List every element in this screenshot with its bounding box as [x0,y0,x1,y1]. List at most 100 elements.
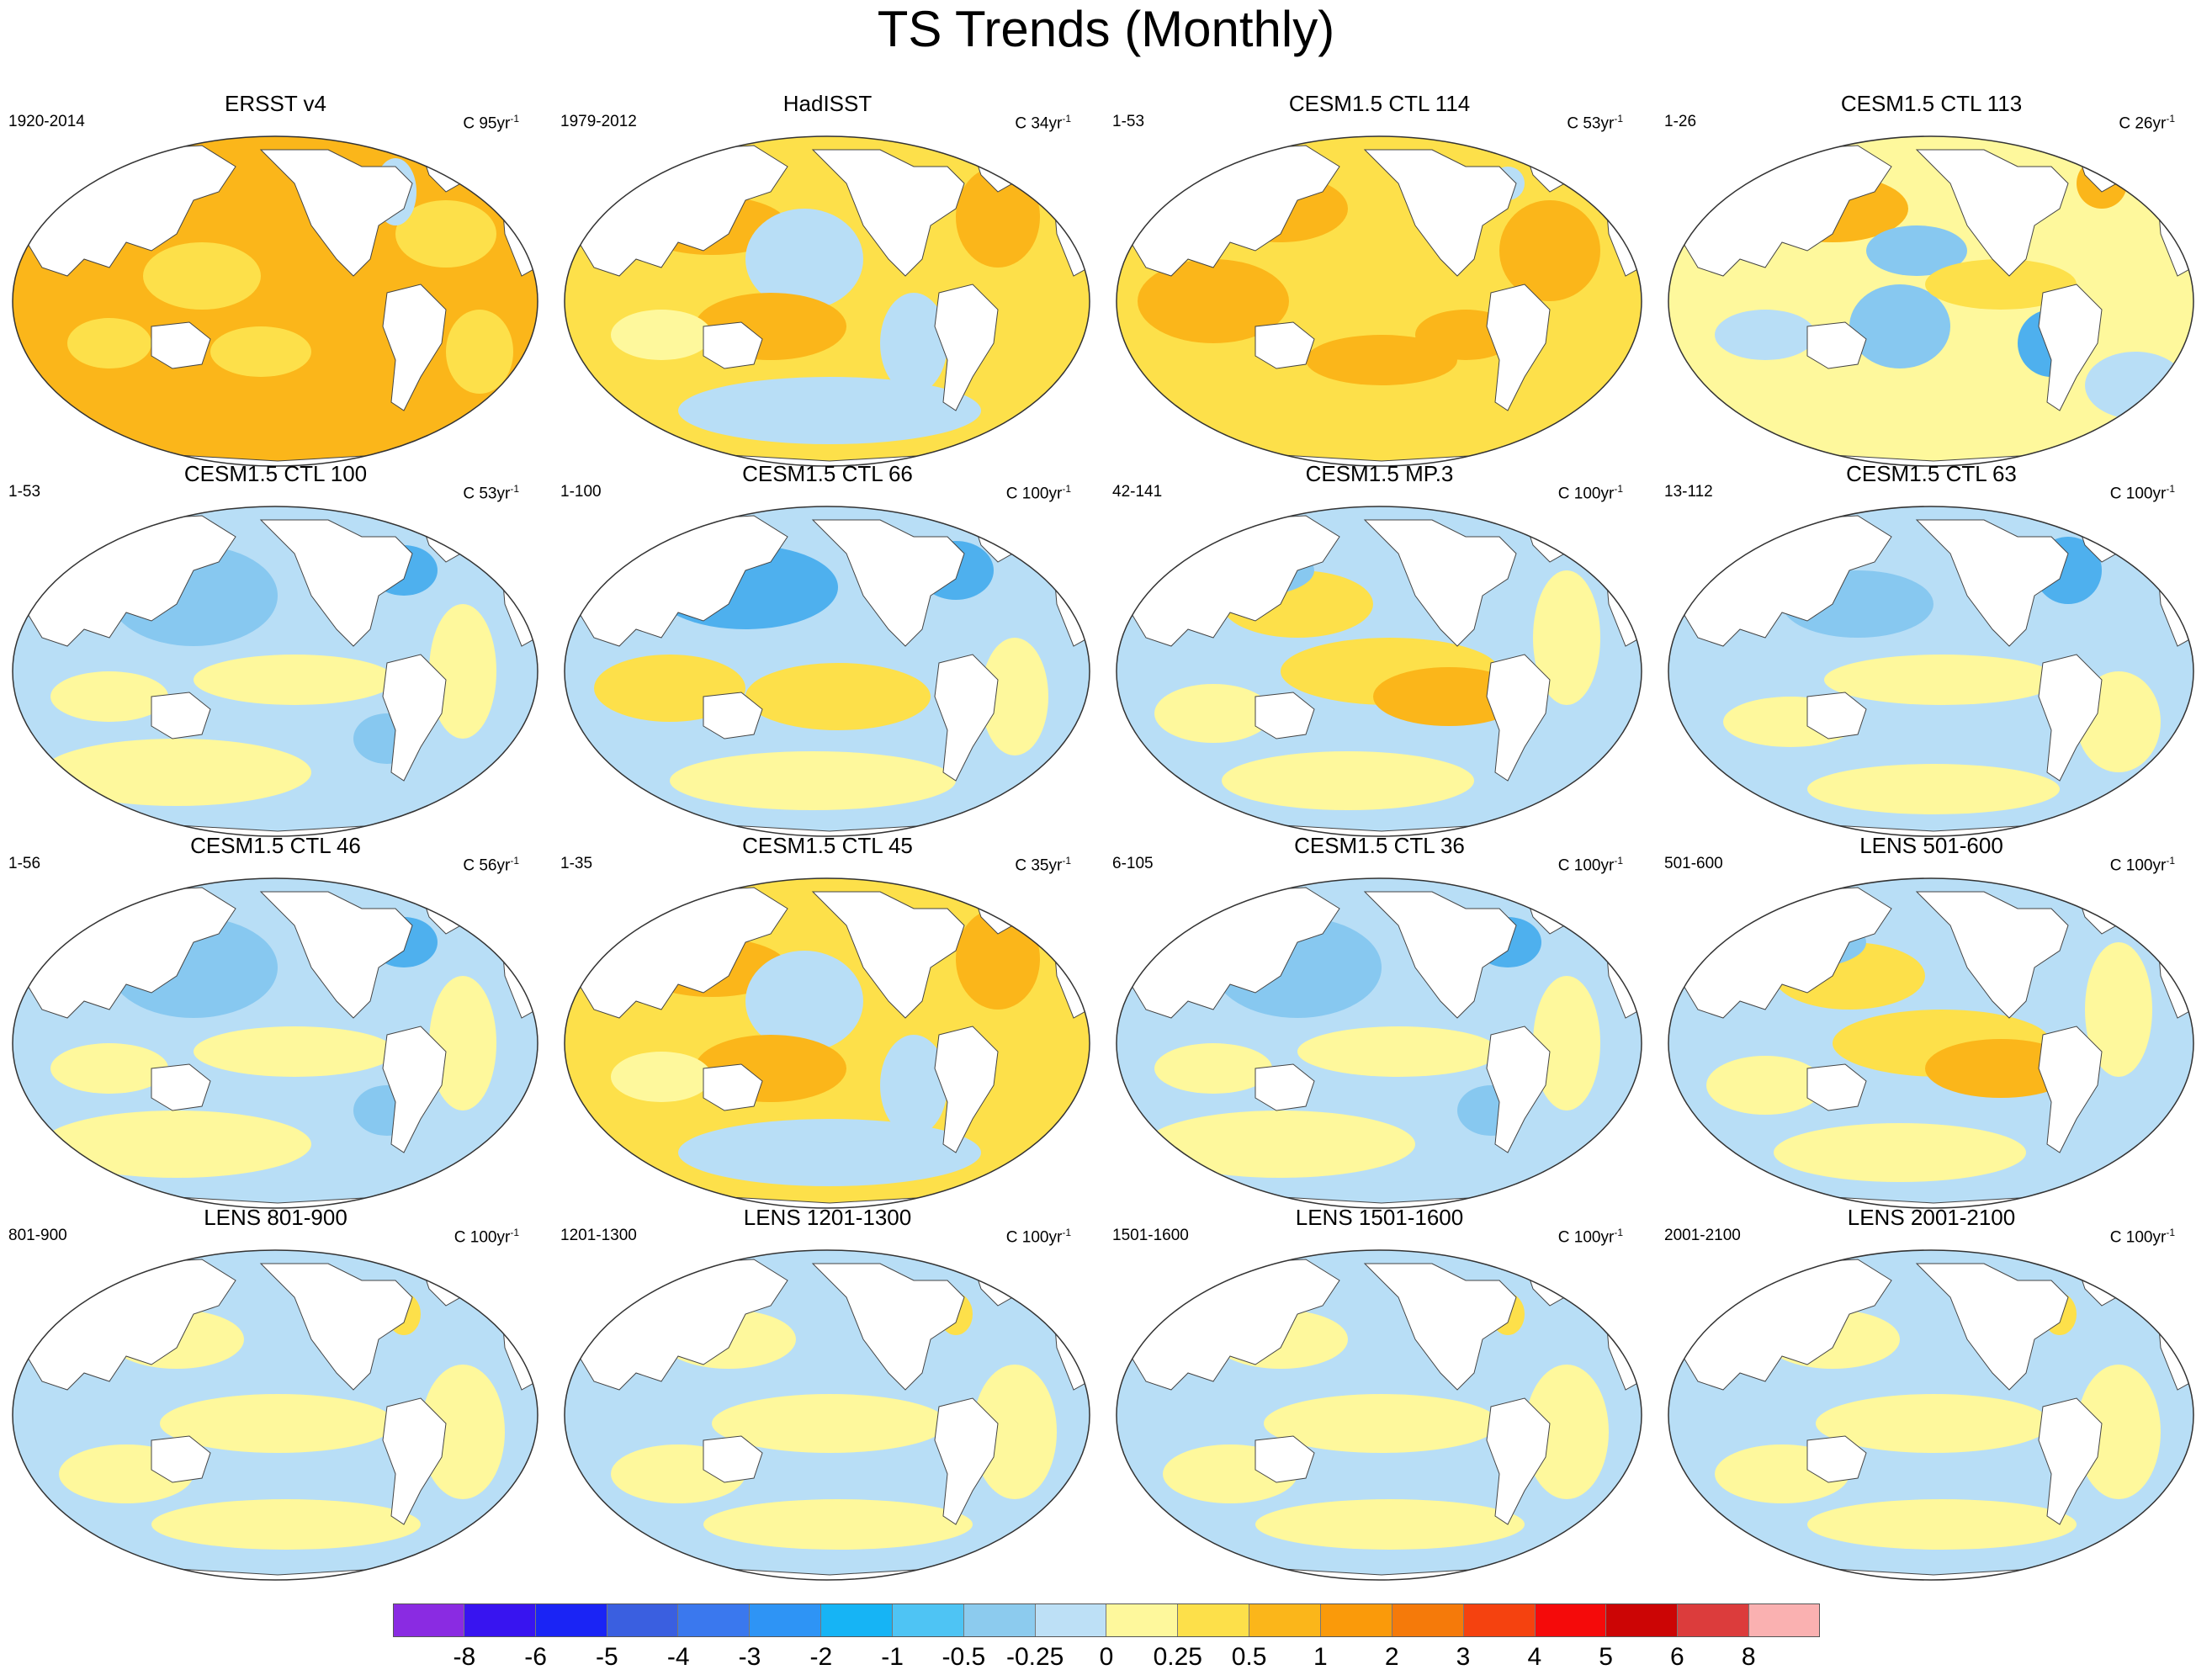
figure-title: TS Trends (Monthly) [877,1,1335,57]
land-mass [1363,519,1517,647]
panel-title: LENS 801-900 [204,1205,347,1230]
colorbar-swatch [393,1603,464,1637]
global-map [1116,1249,1642,1581]
panel-period: 801-900 [8,1227,67,1244]
colorbar-swatch [963,1603,1036,1637]
colorbar-swatch [607,1603,679,1637]
colorbar-swatch [1535,1603,1607,1637]
colorbar [393,1603,1820,1637]
contour-exponent: -1 [510,483,519,495]
land-mass [1363,149,1517,277]
trend-anomaly-region [1146,1110,1415,1178]
global-map [564,506,1090,837]
trend-anomaly-region [1255,1499,1525,1550]
global-map [12,506,538,837]
trend-anomaly-region [1499,200,1600,301]
panel-contour-interval: C 53yr-1 [1567,109,1623,133]
trend-anomaly-region [1925,259,2077,310]
panel-contour-interval: C 100yr-1 [2110,480,2175,503]
panel-title: LENS 2001-2100 [1847,1205,2016,1230]
panel-title: CESM1.5 MP.3 [1305,461,1454,486]
land-mass [934,1026,999,1153]
colorbar-swatch [535,1603,607,1637]
trend-anomaly-region [1264,1394,1499,1453]
map-border [12,1249,538,1581]
colorbar-swatch [1249,1603,1321,1637]
trend-anomaly-region [1866,225,1967,276]
contour-value: 100yr [1569,1228,1615,1247]
land-mass [2038,1026,2103,1153]
colorbar-swatch [1178,1603,1250,1637]
panel-contour-interval: C 35yr-1 [1015,851,1071,875]
trend-anomaly-region [1849,284,1950,368]
panel-title: CESM1.5 CTL 63 [1846,461,2017,486]
contour-exponent: -1 [1062,113,1071,125]
contour-value: 100yr [1569,856,1615,875]
contour-value: 26yr [2130,114,2167,133]
land-mass [934,1397,999,1525]
trend-anomaly-region [703,1499,973,1550]
trend-anomaly-region [67,318,151,368]
land-mass [259,1263,413,1391]
panel-period: 1979-2012 [560,113,637,130]
land-mass [382,284,447,411]
global-map [1668,1249,2194,1581]
trend-anomaly-region [611,1052,712,1102]
trend-anomaly-region [670,751,956,810]
contour-exponent: -1 [2166,1227,2175,1238]
panel-period: 1-53 [8,483,41,501]
contour-exponent: -1 [1614,1227,1623,1238]
contour-prefix: C [463,485,475,503]
land-mass [1915,891,2069,1019]
map-border [1668,135,2194,467]
ocean-field [13,136,538,466]
land-mass [1806,692,1867,739]
trend-anomaly-region [745,663,931,730]
global-map [1116,135,1642,467]
global-map [1668,506,2194,837]
map-border [1116,1249,1642,1581]
contour-prefix: C [2109,1228,2122,1247]
land-mass [1915,519,2069,647]
colorbar-tick-label: 2 [1384,1643,1399,1671]
land-mass [1255,692,1315,739]
land-mass [1486,654,1551,782]
colorbar-tick-label: -4 [666,1643,690,1671]
map-panel: LENS 1201-1300 1201-1300 C 100yr-1 [552,1205,1103,1590]
colorbar-tick-label: -0.25 [1005,1643,1064,1671]
contour-exponent: -1 [1062,1227,1071,1238]
trend-anomaly-region [194,655,395,705]
contour-value: 53yr [1578,114,1615,133]
colorbar-swatch [464,1603,536,1637]
map-border [564,135,1090,467]
map-border [564,877,1090,1209]
colorbar-tick-label: 4 [1527,1643,1542,1671]
contour-exponent: -1 [1062,855,1071,867]
contour-value: 34yr [1026,114,1063,133]
map-panel: CESM1.5 CTL 114 1-53 C 53yr-1 [1104,91,1655,476]
trend-anomaly-region [1306,335,1457,385]
land-mass [259,519,413,647]
land-mass [1806,321,1867,369]
land-mass [382,1026,447,1153]
trend-anomaly-region [395,200,496,268]
colorbar-tick-label: 5 [1599,1643,1613,1671]
trend-anomaly-region [1154,1043,1272,1094]
land-mass [811,891,965,1019]
land-mass [1486,284,1551,411]
colorbar-tick-label: 0.25 [1153,1643,1202,1671]
land-mass [1915,1263,2069,1391]
trend-anomaly-region [194,1026,395,1077]
trend-anomaly-region [143,242,261,310]
colorbar-swatch [1463,1603,1536,1637]
trend-anomaly-region [429,976,496,1110]
panel-title: HadISST [782,91,873,116]
global-map [1116,877,1642,1209]
land-mass [1806,1063,1867,1111]
trend-anomaly-region [2085,942,2152,1077]
trend-anomaly-region [1222,751,1474,810]
map-border [1116,877,1642,1209]
land-mass [382,654,447,782]
trend-anomaly-region [1824,655,2060,705]
panel-contour-interval: C 53yr-1 [463,480,519,503]
